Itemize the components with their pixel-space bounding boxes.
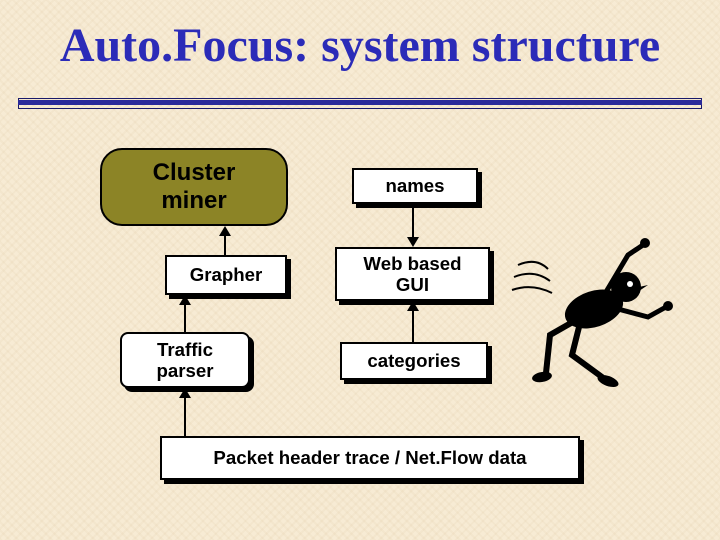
title-rule-fill [18, 100, 702, 105]
node-label: categories [367, 350, 460, 371]
node-packet-trace: Packet header trace / Net.Flow data [160, 436, 580, 480]
node-web-gui: Web basedGUI [335, 247, 490, 301]
node-cluster-miner: Clusterminer [100, 148, 288, 226]
node-label: Web basedGUI [363, 253, 461, 296]
node-label: Trafficparser [156, 339, 213, 382]
node-categories: categories [340, 342, 488, 380]
node-label: names [385, 175, 444, 196]
node-traffic-parser: Trafficparser [120, 332, 250, 388]
node-grapher: Grapher [165, 255, 287, 295]
node-label: Clusterminer [153, 159, 236, 214]
page-title: Auto.Focus: system structure [0, 18, 720, 73]
node-names: names [352, 168, 478, 204]
node-label: Grapher [190, 264, 263, 285]
tripping-figure-icon [508, 235, 678, 400]
node-label: Packet header trace / Net.Flow data [213, 447, 526, 468]
